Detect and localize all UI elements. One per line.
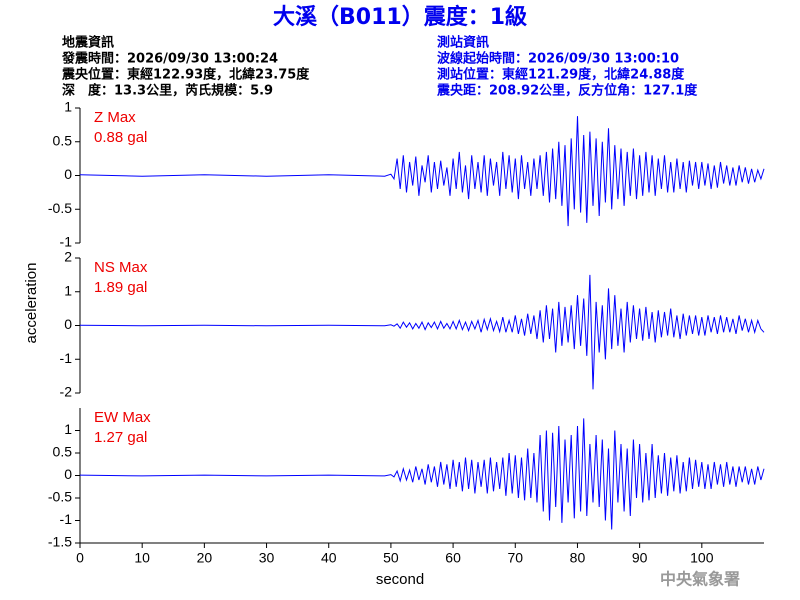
x-tick-label: 90 bbox=[632, 550, 648, 566]
x-axis-label: second bbox=[376, 571, 424, 588]
max-annotation: 0.88 gal bbox=[94, 129, 147, 146]
y-tick-label: 0.5 bbox=[53, 132, 73, 148]
y-axis-label: acceleration bbox=[23, 263, 40, 344]
event-info: 地震資訊 bbox=[62, 35, 114, 51]
station-info: 測站資訊 bbox=[437, 35, 489, 51]
waveform bbox=[79, 418, 765, 530]
station-info: 測站位置：東經121.29度，北緯24.88度 bbox=[437, 67, 685, 83]
footer: 中央氣象署 bbox=[660, 570, 740, 589]
max-annotation: NS Max bbox=[94, 259, 148, 276]
x-tick-label: 50 bbox=[383, 550, 399, 566]
x-tick-label: 30 bbox=[259, 550, 275, 566]
max-annotation: Z Max bbox=[94, 109, 136, 126]
event-info: 深 度：13.3公里，芮氏規模：5.9 bbox=[62, 83, 273, 99]
y-tick-label: 1 bbox=[64, 421, 72, 437]
y-tick-label: -0.5 bbox=[48, 200, 72, 216]
y-tick-label: 0 bbox=[64, 466, 72, 482]
x-tick-label: 40 bbox=[321, 550, 337, 566]
max-annotation: EW Max bbox=[94, 409, 151, 426]
y-tick-label: -2 bbox=[60, 384, 73, 400]
y-tick-label: 0 bbox=[64, 166, 72, 182]
x-tick-label: 80 bbox=[570, 550, 586, 566]
max-annotation: 1.89 gal bbox=[94, 279, 147, 296]
waveform bbox=[79, 274, 765, 390]
x-tick-label: 70 bbox=[507, 550, 523, 566]
y-tick-label: 1 bbox=[64, 99, 72, 115]
y-tick-label: 2 bbox=[64, 249, 72, 265]
station-info: 震央距：208.92公里，反方位角：127.1度 bbox=[436, 83, 698, 99]
y-tick-label: 0 bbox=[64, 316, 72, 332]
y-tick-label: -0.5 bbox=[48, 489, 72, 505]
x-tick-label: 20 bbox=[197, 550, 213, 566]
waveform bbox=[79, 116, 765, 227]
station-info: 波線起始時間：2026/09/30 13:00:10 bbox=[437, 51, 679, 67]
event-info: 發震時間：2026/09/30 13:00:24 bbox=[61, 51, 278, 67]
y-tick-label: -1 bbox=[60, 234, 73, 250]
y-tick-label: 0.5 bbox=[53, 444, 73, 460]
y-tick-label: -1 bbox=[60, 511, 73, 527]
y-tick-label: -1.5 bbox=[48, 534, 72, 550]
event-info: 震央位置：東經122.93度，北緯23.75度 bbox=[61, 67, 310, 83]
x-tick-label: 60 bbox=[445, 550, 461, 566]
y-tick-label: -1 bbox=[60, 350, 73, 366]
max-annotation: 1.27 gal bbox=[94, 429, 147, 446]
x-tick-label: 0 bbox=[76, 550, 84, 566]
x-tick-label: 10 bbox=[134, 550, 150, 566]
x-tick-label: 100 bbox=[690, 550, 714, 566]
y-tick-label: 1 bbox=[64, 282, 72, 298]
page-title: 大溪（B011）震度：1級 bbox=[273, 4, 527, 30]
